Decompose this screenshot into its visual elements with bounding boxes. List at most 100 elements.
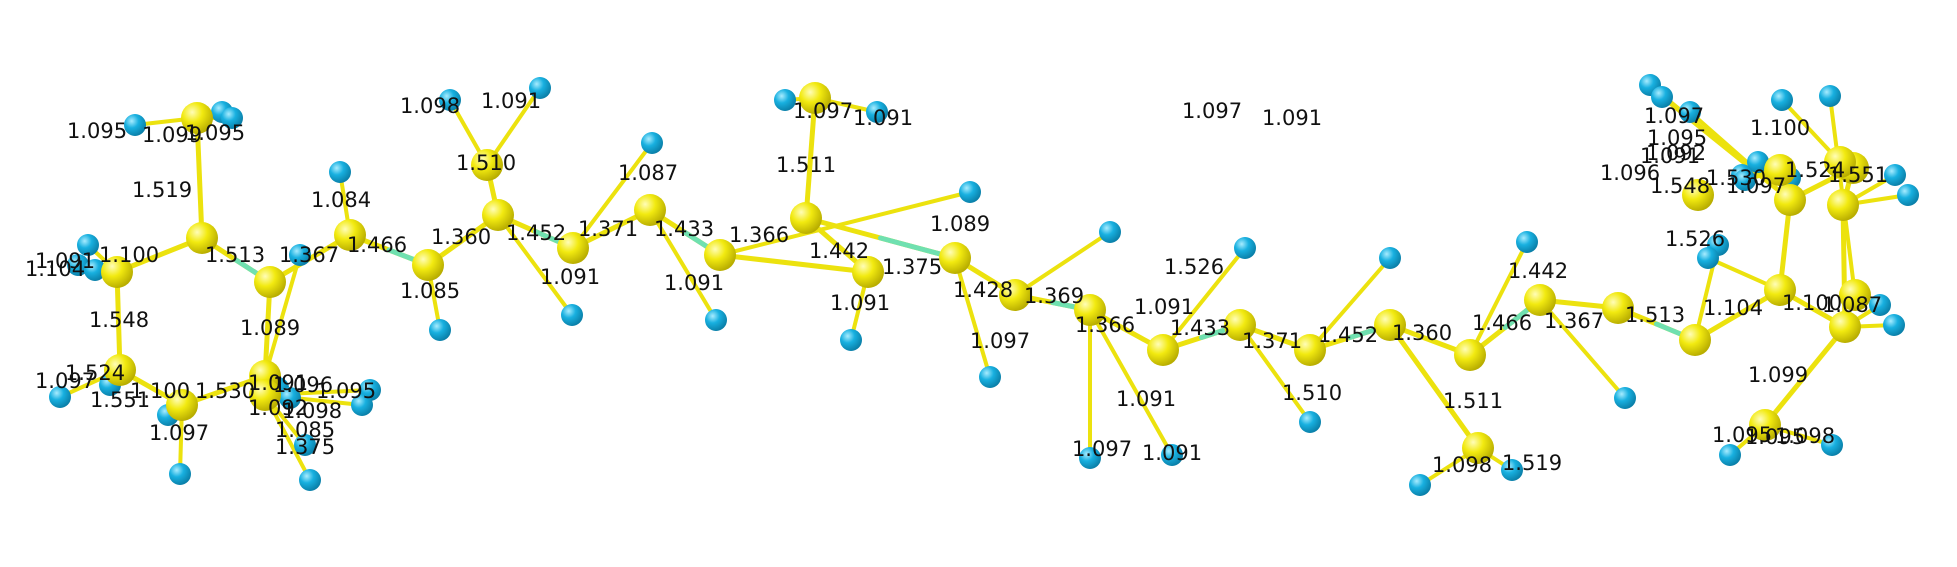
- carbon-atom[interactable]: [1462, 432, 1494, 464]
- carbon-atom[interactable]: [181, 102, 213, 134]
- hydrogen-atom[interactable]: [1161, 444, 1183, 466]
- carbon-atom[interactable]: [799, 82, 831, 114]
- hydrogen-atom[interactable]: [1651, 86, 1673, 108]
- hydrogen-atom[interactable]: [169, 463, 191, 485]
- carbon-atom[interactable]: [166, 389, 198, 421]
- hydrogen-atom[interactable]: [1897, 184, 1919, 206]
- bond-length-label: 1.375: [275, 435, 335, 459]
- carbon-atom[interactable]: [334, 219, 366, 251]
- bond-length-label: 1.091: [540, 265, 600, 289]
- carbon-atom[interactable]: [249, 379, 281, 411]
- carbon-atom[interactable]: [999, 279, 1031, 311]
- hydrogen-atom[interactable]: [84, 259, 106, 281]
- carbon-atom[interactable]: [186, 222, 218, 254]
- carbon-atom[interactable]: [1824, 146, 1856, 178]
- hydrogen-atom[interactable]: [1099, 221, 1121, 243]
- hydrogen-atom[interactable]: [561, 304, 583, 326]
- bond-length-label: 1.091: [1640, 144, 1700, 168]
- hydrogen-atom[interactable]: [1771, 89, 1793, 111]
- bond-length-label: 1.091: [248, 371, 308, 395]
- carbon-atom[interactable]: [1602, 292, 1634, 324]
- carbon-atom[interactable]: [1749, 409, 1781, 441]
- carbon-atom[interactable]: [1147, 334, 1179, 366]
- hydrogen-atom[interactable]: [439, 89, 461, 111]
- hydrogen-atom[interactable]: [959, 181, 981, 203]
- hydrogen-atom[interactable]: [1734, 169, 1756, 191]
- hydrogen-atom[interactable]: [1697, 247, 1719, 269]
- hydrogen-atom[interactable]: [1614, 387, 1636, 409]
- hydrogen-atom[interactable]: [979, 366, 1001, 388]
- hydrogen-atom[interactable]: [1747, 151, 1769, 173]
- bond-length-label: 1.100: [99, 243, 159, 267]
- carbon-atom[interactable]: [1679, 324, 1711, 356]
- hydrogen-atom[interactable]: [1869, 294, 1891, 316]
- c-h-bond: [1161, 246, 1247, 352]
- hydrogen-atom[interactable]: [294, 434, 316, 456]
- bond-length-label: 1.097: [149, 421, 209, 445]
- carbon-atom[interactable]: [1839, 279, 1871, 311]
- carbon-atom[interactable]: [1829, 311, 1861, 343]
- carbon-atom[interactable]: [1074, 294, 1106, 326]
- carbon-atom[interactable]: [412, 249, 444, 281]
- carbon-atom[interactable]: [852, 256, 884, 288]
- carbon-atom[interactable]: [104, 354, 136, 386]
- hydrogen-atom[interactable]: [529, 77, 551, 99]
- carbon-atom[interactable]: [704, 239, 736, 271]
- hydrogen-atom[interactable]: [67, 254, 89, 276]
- carbon-atom[interactable]: [557, 232, 589, 264]
- carbon-atom[interactable]: [1827, 189, 1859, 221]
- hydrogen-atom[interactable]: [1299, 411, 1321, 433]
- bond-length-label: 1.375: [882, 255, 942, 279]
- carbon-atom[interactable]: [1294, 334, 1326, 366]
- carbon-atom[interactable]: [1224, 309, 1256, 341]
- hydrogen-atom[interactable]: [840, 329, 862, 351]
- hydrogen-atom[interactable]: [124, 114, 146, 136]
- bond-length-label: 1.091: [830, 291, 890, 315]
- hydrogen-atom[interactable]: [774, 89, 796, 111]
- hydrogen-atom[interactable]: [1234, 237, 1256, 259]
- carbon-atom[interactable]: [482, 199, 514, 231]
- hydrogen-atom[interactable]: [1719, 444, 1741, 466]
- bond-length-label: 1.098: [282, 399, 342, 423]
- carbon-atom[interactable]: [939, 242, 971, 274]
- hydrogen-atom[interactable]: [1883, 314, 1905, 336]
- hydrogen-atom[interactable]: [49, 386, 71, 408]
- carbon-atom[interactable]: [634, 194, 666, 226]
- hydrogen-atom[interactable]: [1501, 459, 1523, 481]
- carbon-atom[interactable]: [471, 149, 503, 181]
- hydrogen-atom[interactable]: [1821, 434, 1843, 456]
- hydrogen-atom[interactable]: [866, 101, 888, 123]
- bond-length-label: 1.097: [1644, 104, 1704, 128]
- hydrogen-atom[interactable]: [429, 319, 451, 341]
- hydrogen-atom[interactable]: [705, 309, 727, 331]
- carbon-atom[interactable]: [790, 202, 822, 234]
- carbon-atom[interactable]: [1774, 184, 1806, 216]
- hydrogen-atom[interactable]: [1379, 247, 1401, 269]
- carbon-atom[interactable]: [1524, 284, 1556, 316]
- carbon-atom[interactable]: [1454, 339, 1486, 371]
- carbon-atom[interactable]: [254, 266, 286, 298]
- hydrogen-atom[interactable]: [77, 234, 99, 256]
- carbon-atom[interactable]: [1682, 179, 1714, 211]
- hydrogen-atom[interactable]: [351, 394, 373, 416]
- hydrogen-atom[interactable]: [1079, 447, 1101, 469]
- bond-length-label: 1.519: [1502, 451, 1562, 475]
- hydrogen-atom[interactable]: [1409, 474, 1431, 496]
- hydrogen-atom[interactable]: [641, 132, 663, 154]
- carbon-atom[interactable]: [1764, 154, 1796, 186]
- hydrogen-atom[interactable]: [221, 107, 243, 129]
- hydrogen-atom[interactable]: [279, 387, 301, 409]
- bond-length-label: 1.095: [67, 119, 127, 143]
- hydrogen-atom[interactable]: [289, 244, 311, 266]
- hydrogen-atom[interactable]: [1884, 164, 1906, 186]
- carbon-atom[interactable]: [101, 256, 133, 288]
- carbon-atom[interactable]: [1764, 274, 1796, 306]
- hydrogen-atom[interactable]: [1516, 231, 1538, 253]
- carbon-atom[interactable]: [1374, 309, 1406, 341]
- hydrogen-atom[interactable]: [329, 161, 351, 183]
- hydrogen-atom[interactable]: [1679, 101, 1701, 123]
- hydrogen-atom[interactable]: [299, 469, 321, 491]
- hydrogen-atom[interactable]: [1819, 85, 1841, 107]
